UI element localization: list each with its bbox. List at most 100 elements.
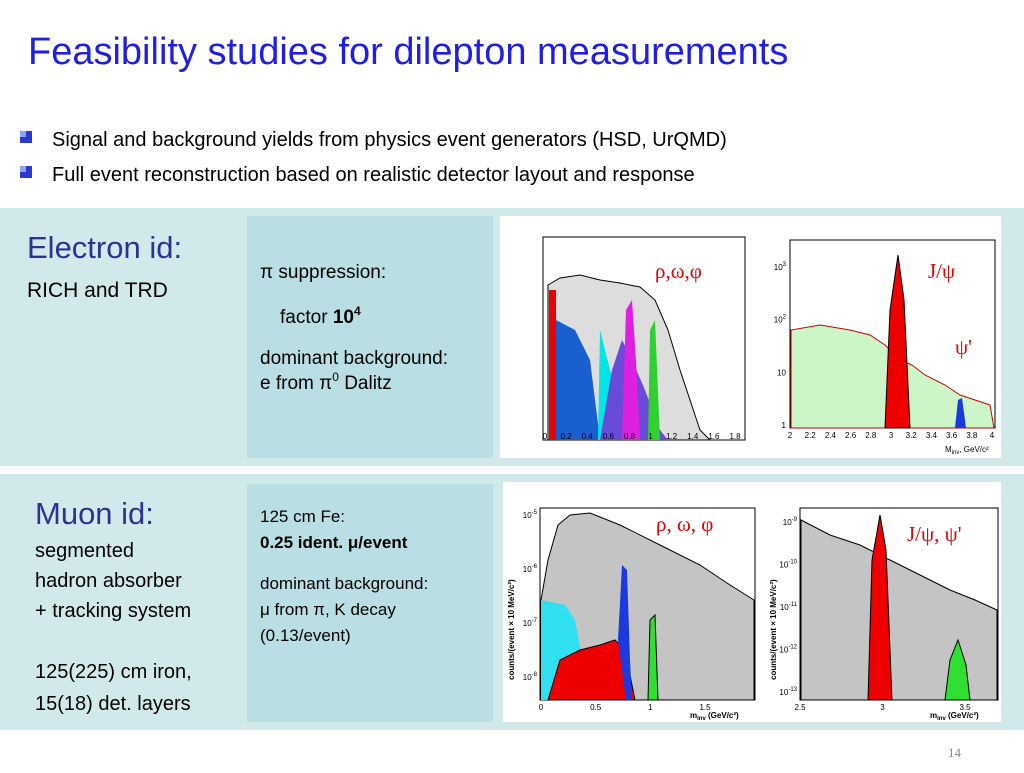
histogram	[955, 398, 966, 428]
info-text: μ from π, K decay	[260, 600, 396, 619]
info-text: π suppression:	[260, 262, 386, 283]
axis-label: inv	[697, 716, 706, 722]
y-tick-base: 10	[523, 673, 532, 682]
y-tick-base: 10	[779, 688, 788, 697]
y-tick-label: 10-13	[779, 687, 797, 697]
y-tick-exp: -5	[532, 510, 538, 516]
axis-label: inv	[952, 450, 960, 456]
x-tick-label: 3.4	[926, 431, 938, 440]
x-tick-label: 1.2	[666, 432, 678, 441]
x-tick-label: 3.8	[966, 431, 978, 440]
section-text: 125(225) cm iron,	[35, 661, 192, 683]
y-tick-base: 10	[523, 619, 532, 628]
x-tick-label: 2	[788, 431, 793, 440]
y-tick-label: 102	[774, 315, 787, 325]
info-text: dominant background:	[260, 348, 448, 369]
y-tick-base: 10	[779, 646, 788, 655]
section-heading: Electron id:	[27, 230, 182, 265]
axis-label: counts/(event × 10 MeV/c²)	[769, 579, 778, 680]
histogram	[800, 519, 998, 701]
y-tick-label: 10	[777, 368, 786, 377]
info-text: factor	[280, 307, 328, 328]
x-tick-label: 0.2	[561, 432, 573, 441]
info-text: 125 cm Fe:	[260, 507, 345, 526]
axis-label: inv	[937, 716, 946, 722]
section-heading: Muon id:	[35, 496, 154, 531]
y-tick-exp: -12	[788, 645, 797, 651]
y-tick-label: 10-7	[523, 618, 538, 628]
y-tick-base: 10	[779, 561, 788, 570]
x-tick-label: 0	[539, 703, 544, 712]
x-tick-label: 3.2	[906, 431, 918, 440]
y-tick-exp: -6	[532, 564, 538, 570]
axis-label: counts/(event × 10 MeV/c²)	[507, 579, 516, 680]
x-tick-label: 3.6	[946, 431, 958, 440]
x-tick-label: 2.8	[865, 431, 877, 440]
plot-label: J/ψ	[928, 259, 955, 283]
y-tick-label: 10-6	[523, 564, 538, 574]
plot-label: ψ'	[955, 335, 972, 359]
y-tick-base: 10	[523, 565, 532, 574]
info-sup: 4	[354, 304, 361, 318]
info-text: factor 104	[280, 304, 361, 328]
x-tick-label: 2.5	[794, 703, 806, 712]
x-tick-label: 0.6	[603, 432, 615, 441]
axis-label: Minv, GeV/c²	[945, 445, 989, 456]
info-box	[247, 216, 493, 458]
x-tick-label: 1.6	[708, 432, 720, 441]
histogram	[647, 613, 659, 701]
y-tick-exp: -9	[792, 517, 798, 523]
info-text: 10	[333, 307, 354, 328]
x-ticks: 2 2.2 2.4 2.6 2.8 3 3.2 3.4 3.6 3.8 4	[788, 431, 995, 440]
y-tick-label: 10-10	[779, 560, 797, 570]
section-text: segmented	[35, 540, 134, 562]
x-tick-label: 2.4	[825, 431, 837, 440]
y-tick-base: 10	[777, 368, 786, 377]
histogram	[549, 290, 556, 440]
y-tick-exp: -11	[789, 602, 798, 608]
y-tick-base: 10	[774, 263, 783, 272]
info-text: dominant background:	[260, 574, 428, 593]
y-tick-exp: -7	[532, 618, 538, 624]
y-tick-exp: -13	[788, 687, 797, 693]
page-number: 14	[948, 745, 962, 760]
axis-label: (GeV/c²)	[946, 711, 979, 720]
x-tick-label: 4	[990, 431, 995, 440]
y-tick-label: 1	[782, 421, 787, 430]
y-tick-label: 103	[774, 262, 787, 272]
y-tick-exp: 3	[783, 262, 787, 268]
y-tick-base: 10	[783, 518, 792, 527]
y-tick-base: 1	[782, 421, 787, 430]
histogram	[556, 320, 600, 440]
y-tick-base: 10	[774, 316, 783, 325]
histogram	[547, 639, 636, 701]
histogram	[648, 320, 660, 440]
y-tick-exp: -10	[788, 560, 797, 566]
plot-label: J/ψ, ψ'	[907, 522, 962, 546]
x-tick-label: 3	[880, 703, 885, 712]
axis-label: (GeV/c²)	[706, 711, 739, 720]
y-tick-label: 10-8	[523, 672, 538, 682]
histogram	[944, 638, 971, 701]
y-tick-exp: -8	[532, 672, 538, 678]
plot-label: ρ, ω, φ	[656, 512, 713, 536]
info-box	[247, 484, 493, 722]
x-tick-label: 3.5	[959, 703, 971, 712]
histogram	[622, 300, 640, 440]
histogram	[618, 565, 632, 700]
histogram	[884, 254, 911, 429]
axis-label: M	[945, 445, 952, 454]
x-ticks: 0 0.5 1 1.5	[539, 703, 711, 712]
axis-label: m	[930, 711, 937, 720]
plot-label: ρ,ω,φ	[655, 259, 702, 283]
y-ticks: 10-510-610-710-8	[523, 510, 538, 682]
x-tick-label: 1.8	[729, 432, 741, 441]
axis-label: minv (GeV/c²)	[690, 711, 739, 722]
y-tick-label: 10-5	[523, 510, 538, 520]
section-text: hadron absorber	[35, 570, 182, 592]
y-tick-label: 10-9	[783, 517, 798, 527]
bullet-icon-shine	[20, 131, 26, 137]
